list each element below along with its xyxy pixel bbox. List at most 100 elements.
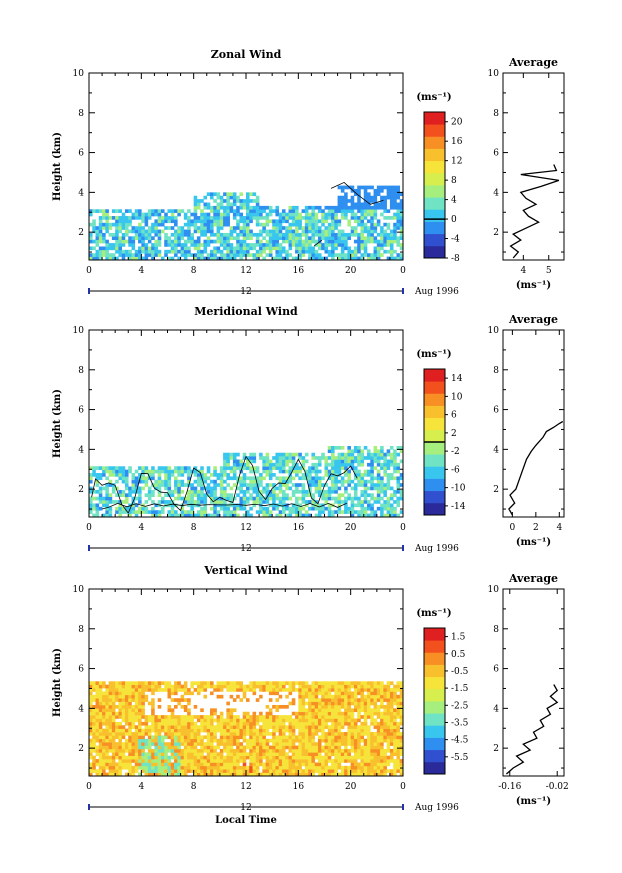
heatmap-cell [95, 239, 100, 244]
heatmap-cell [393, 212, 397, 217]
heatmap-cell [89, 704, 93, 709]
heatmap-cell [229, 246, 234, 251]
heatmap-cell [383, 772, 387, 777]
heatmap-cell [242, 755, 247, 760]
contour-line [330, 181, 384, 205]
heatmap-cell [317, 691, 322, 696]
heatmap-cell [281, 735, 286, 740]
heatmap-cell [255, 199, 260, 203]
heatmap-cell [108, 704, 113, 709]
heatmap-cell [268, 466, 273, 470]
heatmap-cell [121, 742, 126, 746]
heatmap-cell [157, 769, 162, 773]
heatmap-cell [360, 708, 365, 713]
heatmap-cell [121, 222, 126, 227]
heatmap-cell [229, 243, 234, 247]
heatmap-cell [393, 232, 397, 237]
heatmap-cell [255, 496, 260, 501]
heatmap-cell [288, 205, 293, 210]
heatmap-cell [291, 236, 296, 241]
heatmap-cell [138, 725, 142, 729]
heatmap-cell [268, 493, 273, 498]
heatmap-cell [118, 243, 123, 247]
heatmap-cell [157, 698, 162, 702]
heatmap-cell [275, 688, 280, 692]
heatmap-cell [249, 688, 253, 692]
heatmap-cell [370, 681, 374, 685]
heatmap-cell [174, 772, 178, 777]
heatmap-cell [389, 506, 394, 511]
heatmap-cell [174, 748, 178, 753]
heatmap-cell [347, 694, 351, 699]
heatmap-cell [151, 752, 155, 757]
heatmap-cell [167, 728, 172, 733]
heatmap-cell [196, 243, 201, 247]
heatmap-cell [200, 249, 204, 254]
heatmap-cell [167, 479, 172, 484]
heatmap-cell [105, 503, 109, 508]
heatmap-cell [121, 765, 126, 770]
heatmap-cell [105, 684, 109, 689]
heatmap-cell [304, 718, 309, 723]
heatmap-cell [223, 205, 227, 210]
heatmap-cell [288, 216, 293, 220]
heatmap-cell [170, 752, 175, 757]
heatmap-cell [298, 725, 302, 729]
heatmap-cell [308, 249, 312, 254]
heatmap-cell [360, 479, 365, 484]
heatmap-cell [268, 229, 273, 234]
heatmap-cell [89, 496, 93, 501]
heatmap-cell [92, 688, 96, 692]
heatmap-cell [242, 476, 247, 481]
heatmap-cell [281, 256, 286, 261]
heatmap-cell [226, 701, 230, 706]
heatmap-cell [367, 759, 371, 763]
heatmap-cell [252, 205, 257, 210]
heatmap-cell [151, 748, 155, 753]
heatmap-cell [154, 715, 158, 719]
heatmap-cell [177, 765, 181, 770]
heatmap-cell [193, 755, 198, 760]
colorbar-tick-label: 4 [451, 196, 457, 206]
heatmap-cell [206, 513, 211, 518]
heatmap-cell [138, 256, 142, 261]
heatmap-cell [334, 711, 338, 716]
heatmap-cell [249, 745, 253, 750]
heatmap-cell [164, 253, 168, 257]
heatmap-cell [295, 765, 299, 770]
heatmap-cell [380, 718, 384, 723]
heatmap-cell [295, 462, 299, 467]
heatmap-cell [219, 489, 224, 494]
heatmap-cell [357, 456, 361, 460]
heatmap-cell [242, 243, 247, 247]
heatmap-cell [229, 728, 234, 733]
heatmap-cell [363, 216, 368, 220]
heatmap-cell [301, 735, 306, 740]
heatmap-cell [157, 513, 162, 518]
heatmap-cell [347, 721, 351, 726]
heatmap-cell [340, 476, 345, 481]
heatmap-cell [239, 476, 244, 481]
heatmap-cell [262, 226, 266, 230]
heatmap-cell [164, 759, 168, 763]
heatmap-cell [121, 752, 126, 757]
y-tick-label: 8 [78, 109, 84, 119]
heatmap-cell [344, 236, 348, 241]
heatmap-cell [255, 219, 260, 224]
heatmap-cell [223, 759, 227, 763]
heatmap-cell [138, 510, 142, 514]
heatmap-cell [160, 466, 165, 470]
heatmap-cell [226, 759, 230, 763]
heatmap-cell [131, 503, 136, 508]
heatmap-cell [144, 506, 149, 511]
heatmap-cell [226, 762, 230, 767]
heatmap-cell [321, 510, 325, 514]
heatmap-cell [281, 216, 286, 220]
heatmap-cell [298, 253, 302, 257]
heatmap-cell [239, 483, 244, 487]
heatmap-cell [232, 496, 237, 501]
heatmap-cell [246, 456, 250, 460]
heatmap-cell [363, 738, 368, 743]
heatmap-cell [291, 745, 296, 750]
heatmap-cell [288, 732, 293, 736]
